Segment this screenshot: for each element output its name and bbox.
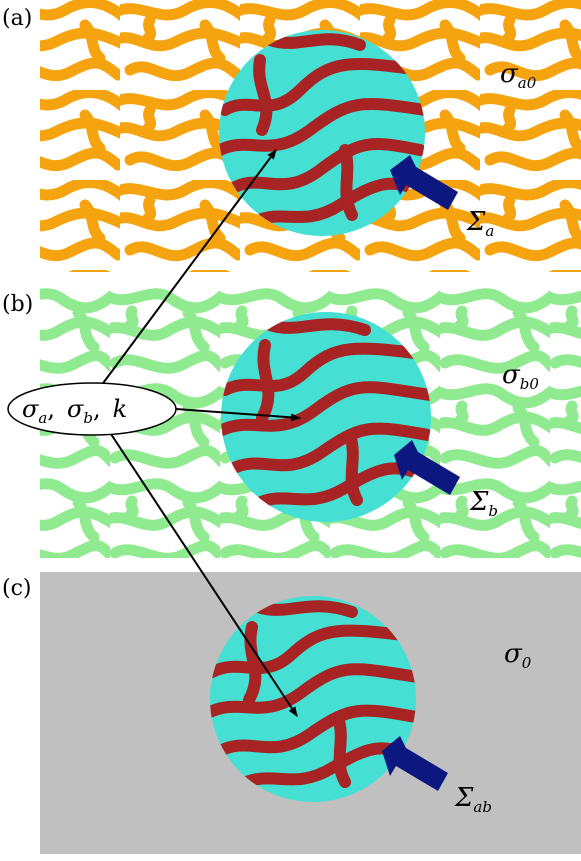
panel-c-circle [210,596,416,802]
panel-b-label: (b) [2,292,33,317]
panel-b-boundary-label: Σb [469,487,498,520]
callout-arrow-to-c [106,427,298,717]
callout: σa, σb, k [7,149,301,717]
panel-c-region-label: σ0 [504,639,532,672]
callout-arrow-to-a [97,149,277,391]
callout-parameters: σa, σb, k [22,395,127,427]
panel-a: (a) σa0 Σa [2,0,581,272]
panel-b-boundary-arrow [394,440,460,495]
panel-a-boundary-arrow [390,155,458,210]
callout-ellipse [7,382,177,436]
panel-b: (b) σb0 Σb [2,288,581,558]
panel-b-circle [221,312,431,522]
panel-a-label: (a) [2,6,32,31]
panel-c-boundary-arrow [382,736,448,791]
panel-c: (c) σ0 Σab [2,572,581,854]
callout-arrow-to-b [175,408,301,422]
panel-a-boundary-label: Σa [466,207,494,240]
panel-c-label: (c) [2,576,32,601]
panel-a-circle [219,30,425,236]
panel-b-region-label: σb0 [502,360,539,393]
panel-a-region-label: σa0 [500,59,537,92]
panel-c-boundary-label: Σab [454,783,492,816]
